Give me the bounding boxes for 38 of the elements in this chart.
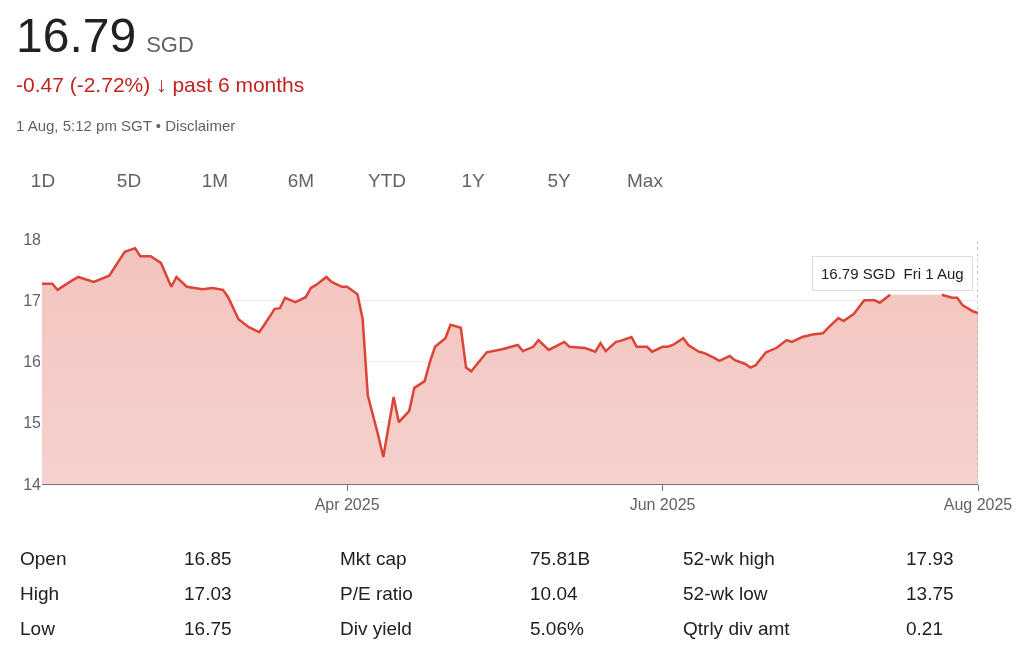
y-tick-label: 15 [23, 414, 42, 432]
x-tick-label: Jun 2025 [629, 496, 696, 514]
text: 16.85 [184, 548, 233, 570]
y-tick-label: 17 [23, 291, 42, 309]
text: 52-wk low [683, 583, 769, 605]
text: 1M [200, 170, 230, 192]
text: 13.75 [906, 583, 955, 605]
text: YTD [367, 170, 407, 192]
text: 16.75 [184, 618, 233, 640]
text: 52-wk high [683, 548, 776, 570]
text: 5Y [546, 170, 572, 192]
text: 10.04 [530, 583, 579, 605]
text: 5.06% [530, 618, 585, 640]
text: Qtrly div amt [683, 618, 791, 640]
chart-subtitle: -0.47 (-2.72%) ↓ past 6 months [16, 73, 305, 97]
text: 0.21 [906, 618, 944, 640]
text: Max [626, 170, 664, 192]
y-tick-label: 14 [23, 475, 42, 493]
text: 5D [115, 170, 143, 192]
y-tick-label: 18 [23, 230, 42, 248]
x-tick-label: Apr 2025 [314, 496, 380, 514]
text: Low [20, 618, 56, 640]
chart-title: 16.79 SGD [16, 9, 194, 62]
x-tick-label: Aug 2025 [943, 496, 1013, 514]
text: Open [20, 548, 68, 570]
y-tick-label: 16 [23, 353, 42, 371]
text: High [20, 583, 61, 605]
text: 6M [286, 170, 316, 192]
text: 17.93 [906, 548, 955, 570]
text: Div yield [340, 618, 413, 640]
text: 1D [29, 170, 57, 192]
text: 75.81B [530, 548, 592, 570]
text: P/E ratio [340, 583, 414, 605]
annotation: 16.79 SGD Fri 1 Aug [821, 265, 964, 282]
text: 17.03 [184, 583, 233, 605]
text: 1 Aug, 5:12 pm SGT • Disclaimer [16, 117, 236, 134]
text: Mkt cap [340, 548, 408, 570]
text: 1Y [460, 170, 486, 192]
